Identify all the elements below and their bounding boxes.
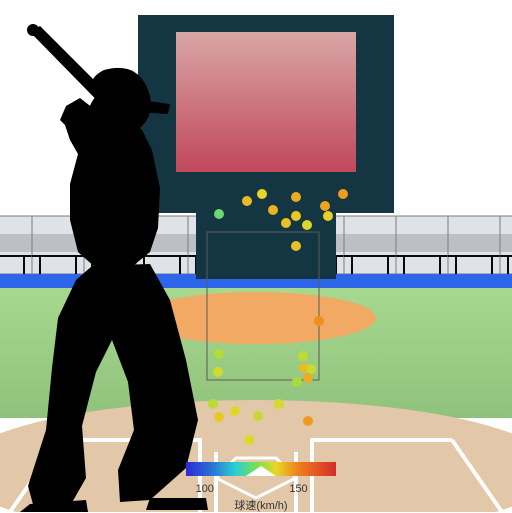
pitch-location-chart: 100 150 球速(km/h) <box>0 0 512 512</box>
legend-axis-label: 球速(km/h) <box>186 497 336 513</box>
legend-ticks: 100 150 <box>186 483 336 497</box>
legend-tick: 100 <box>196 483 214 495</box>
legend-gradient-bar <box>186 462 336 476</box>
speed-legend: 100 150 球速(km/h) <box>186 462 336 513</box>
legend-tick: 150 <box>289 483 307 495</box>
stadium-backdrop <box>0 0 512 512</box>
